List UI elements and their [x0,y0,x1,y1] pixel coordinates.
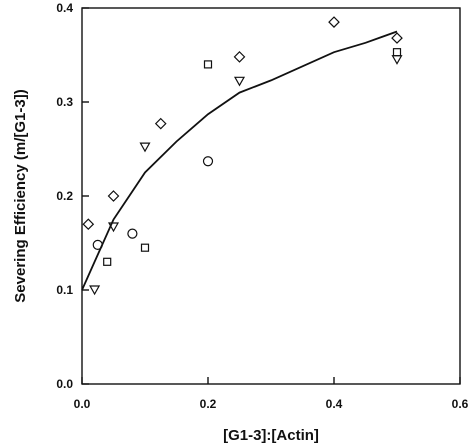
data-point-circle [92,239,103,250]
data-point-triangle-down [233,76,246,87]
fit-curve-layer [81,30,398,291]
x-tick-label: 0.2 [200,397,217,411]
data-point-square [392,48,402,57]
data-point-triangle-down [89,285,101,296]
data-point-square [203,60,213,69]
y-tick-label: 0.2 [56,189,73,203]
tick-labels: 0.0 0.2 0.4 0.6 0.0 0.1 0.2 0.3 0.4 [56,1,468,411]
y-tick-label: 0.4 [56,1,73,15]
y-axis-title: Severing Efficiency (m/[G1-3]) [12,89,29,302]
x-tick-label: 0.4 [326,397,343,411]
data-point-square [140,243,150,252]
plot-frame [81,7,461,385]
fit-curve [81,30,398,291]
plot-area [81,7,461,385]
data-point-circle [127,228,138,239]
data-point-diamond [391,32,403,44]
data-point-diamond [328,16,340,28]
y-tick-label: 0.1 [56,283,73,297]
data-point-triangle-down [139,142,151,153]
data-point-diamond [154,117,167,130]
data-point-diamond [82,218,95,231]
data-point-triangle-down [391,55,403,65]
data-point-circle [202,156,214,167]
data-point-diamond [107,190,120,202]
axis-ticks [81,7,461,385]
data-point-triangle-down [107,222,120,233]
y-tick-label: 0.0 [56,377,73,391]
y-tick-label: 0.3 [56,95,73,109]
data-points [82,16,403,296]
data-point-square [103,257,112,266]
x-tick-label: 0.6 [452,397,469,411]
x-axis-title: [G1-3]:[Actin] [223,427,319,444]
data-point-diamond [233,51,246,63]
x-tick-label: 0.0 [74,397,91,411]
